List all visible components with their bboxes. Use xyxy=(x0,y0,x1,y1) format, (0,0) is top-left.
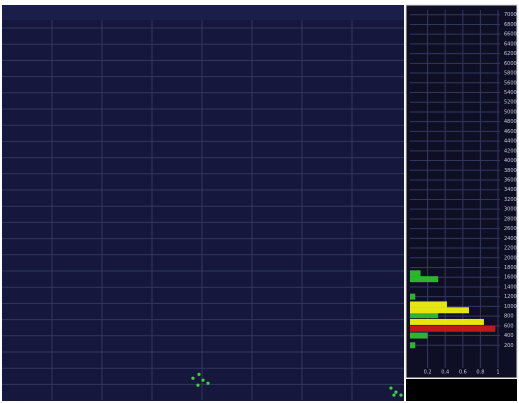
bar xyxy=(410,307,469,314)
point xyxy=(201,378,205,382)
scatter-chart xyxy=(2,20,404,400)
y-tick-label: 3000 xyxy=(504,207,517,213)
y-tick-label: 5600 xyxy=(504,80,517,86)
y-tick-label: 1200 xyxy=(504,294,517,300)
point xyxy=(389,386,393,390)
y-tick-label: 3800 xyxy=(504,168,517,174)
y-tick-label: 6800 xyxy=(504,22,517,28)
y-tick-label: 5000 xyxy=(504,109,517,115)
y-tick-label: 5200 xyxy=(504,100,517,106)
bar xyxy=(410,318,484,325)
y-tick-label: 1600 xyxy=(504,275,517,281)
y-tick-label: 3200 xyxy=(504,197,517,203)
y-tick-label: 3600 xyxy=(504,178,517,184)
y-tick-label: 800 xyxy=(504,314,514,320)
bar xyxy=(410,342,416,349)
point xyxy=(392,393,396,397)
y-tick-label: 200 xyxy=(504,343,514,349)
bar xyxy=(410,332,428,339)
y-tick-label: 4000 xyxy=(504,158,517,164)
y-tick-label: 2800 xyxy=(504,216,517,222)
y-tick-label: 2000 xyxy=(504,255,517,261)
y-tick-label: 6200 xyxy=(504,51,517,57)
y-tick-label: 400 xyxy=(504,333,514,339)
x-tick-label: 0.2 xyxy=(424,370,432,376)
point xyxy=(394,390,398,394)
point xyxy=(399,393,403,397)
bar xyxy=(410,312,439,319)
y-tick-label: 5400 xyxy=(504,90,517,96)
x-tick-label: 1 xyxy=(496,370,499,376)
y-tick-label: 1400 xyxy=(504,284,517,290)
y-tick-label: 2200 xyxy=(504,246,517,252)
y-tick-label: 5800 xyxy=(504,71,517,77)
main-panel xyxy=(2,5,404,401)
x-tick-label: 0.8 xyxy=(476,370,484,376)
point xyxy=(206,381,210,385)
bar xyxy=(410,270,421,277)
x-tick-label: 0.4 xyxy=(441,370,449,376)
bar xyxy=(410,325,496,332)
y-tick-label: 2400 xyxy=(504,236,517,242)
y-tick-label: 2600 xyxy=(504,226,517,232)
header-bar xyxy=(2,5,404,20)
y-tick-label: 6600 xyxy=(504,32,517,38)
y-tick-label: 1000 xyxy=(504,304,517,310)
bar xyxy=(410,276,439,283)
y-tick-label: 600 xyxy=(504,323,514,329)
x-tick-label: 0.6 xyxy=(459,370,467,376)
y-tick-label: 7000 xyxy=(504,12,517,18)
footer-panel xyxy=(406,379,517,401)
y-tick-label: 4800 xyxy=(504,119,517,125)
y-tick-label: 6000 xyxy=(504,61,517,67)
point xyxy=(196,383,200,387)
y-tick-label: 1800 xyxy=(504,265,517,271)
histogram-chart: 200 400 600 800 1000 1200 1400 1600 1800 2000 2200… xyxy=(410,10,517,376)
y-tick-label: 4600 xyxy=(504,129,517,135)
bar xyxy=(410,301,447,308)
point xyxy=(191,376,195,380)
bar xyxy=(410,293,416,300)
y-tick-label: 3400 xyxy=(504,187,517,193)
y-tick-label: 6400 xyxy=(504,41,517,47)
y-tick-label: 4200 xyxy=(504,148,517,154)
y-tick-label: 4400 xyxy=(504,139,517,145)
point xyxy=(197,372,201,376)
